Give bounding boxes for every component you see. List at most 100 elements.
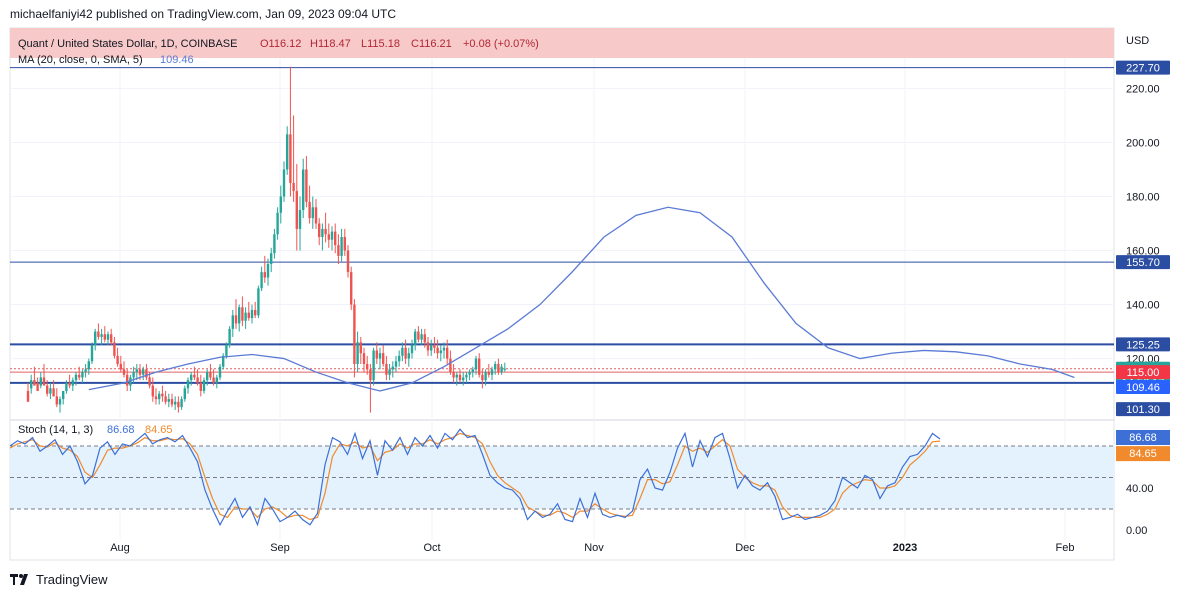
candle-body — [222, 355, 225, 367]
candle-body — [369, 369, 372, 381]
candle — [327, 223, 330, 248]
candle — [158, 390, 161, 405]
candle-body — [500, 366, 503, 373]
candle-body — [74, 374, 78, 381]
candle — [404, 339, 407, 364]
candle — [426, 336, 430, 356]
candle — [177, 396, 180, 413]
y-tick-label: 160.00 — [1126, 246, 1160, 258]
candle-body — [282, 169, 286, 197]
candle — [433, 336, 436, 354]
candle-body — [318, 223, 321, 237]
candle-body — [439, 350, 442, 354]
candle-body — [228, 328, 231, 346]
candle — [452, 363, 455, 383]
legend-symbol: Quant / United States Dollar, 1D, COINBA… — [18, 38, 237, 50]
candle — [273, 228, 276, 259]
candle — [279, 185, 282, 224]
candle-body — [164, 396, 167, 402]
candle-body — [452, 372, 455, 378]
candle-body — [407, 353, 410, 359]
candle-body — [401, 347, 404, 356]
candle-body — [135, 369, 138, 373]
candle-body — [161, 393, 164, 397]
candle — [314, 199, 318, 229]
candle — [382, 345, 385, 367]
candle — [478, 353, 481, 378]
candle-body — [122, 369, 126, 375]
candle — [462, 372, 465, 386]
candle — [260, 266, 263, 292]
x-tick-label: Sep — [270, 542, 290, 554]
candle — [209, 363, 212, 381]
candle-body — [468, 372, 471, 375]
candle-body — [314, 207, 318, 224]
candle — [84, 363, 87, 378]
price-label-bg — [1116, 337, 1170, 352]
candle-body — [430, 345, 433, 351]
candle — [170, 393, 174, 408]
candle — [254, 301, 257, 319]
candle-body — [417, 331, 420, 340]
candle — [439, 345, 442, 362]
candle-body — [404, 347, 407, 359]
candle — [55, 388, 58, 408]
candle-body — [202, 380, 206, 391]
candle-body — [180, 399, 183, 408]
candle — [215, 374, 218, 389]
candle — [359, 336, 362, 364]
candle-body — [129, 377, 132, 386]
candle-body — [292, 182, 295, 192]
candle — [321, 223, 324, 251]
candle — [202, 377, 206, 394]
price-label-text: 155.70 — [1126, 257, 1160, 269]
candle-body — [270, 253, 273, 265]
candle — [330, 226, 334, 251]
candle-body — [497, 363, 500, 373]
candle-body — [177, 401, 180, 408]
candle-body — [388, 369, 391, 375]
candle-body — [116, 355, 119, 364]
candle — [346, 245, 350, 278]
candle — [33, 366, 36, 386]
stoch-value-label: 86.68 — [1116, 429, 1170, 445]
candle-body — [244, 312, 247, 321]
candle — [494, 361, 497, 375]
candle — [270, 247, 273, 273]
candle — [420, 328, 423, 346]
candle-body — [378, 353, 382, 359]
candle-body — [433, 345, 436, 348]
candle-body — [142, 369, 145, 375]
candle — [231, 309, 234, 337]
tradingview-logo-icon — [10, 574, 28, 585]
candle-body — [321, 228, 324, 237]
candle — [186, 377, 190, 394]
candle-body — [478, 358, 481, 375]
candle — [471, 366, 474, 378]
candle-body — [455, 374, 458, 378]
candle-body — [442, 347, 446, 351]
candle-body — [113, 342, 116, 356]
candle — [356, 331, 359, 373]
candle — [244, 307, 247, 329]
candle-body — [151, 385, 154, 397]
price-label: 227.70 — [1116, 60, 1170, 75]
candle-body — [423, 334, 426, 343]
candle — [30, 374, 33, 394]
candle — [193, 366, 196, 381]
candle — [340, 228, 343, 262]
candle-body — [260, 272, 263, 289]
stoch-value-label: 84.65 — [1116, 446, 1170, 462]
price-label-bg — [1116, 380, 1170, 395]
candle-body — [474, 358, 478, 370]
candle — [129, 374, 132, 391]
candle — [116, 347, 119, 367]
stoch-value-text: 86.68 — [1129, 432, 1157, 444]
candle-body — [343, 237, 346, 251]
candle-body — [30, 380, 33, 389]
candle — [36, 377, 39, 391]
candle — [468, 369, 471, 381]
candle-body — [234, 315, 238, 324]
x-tick-label: Aug — [110, 542, 130, 554]
